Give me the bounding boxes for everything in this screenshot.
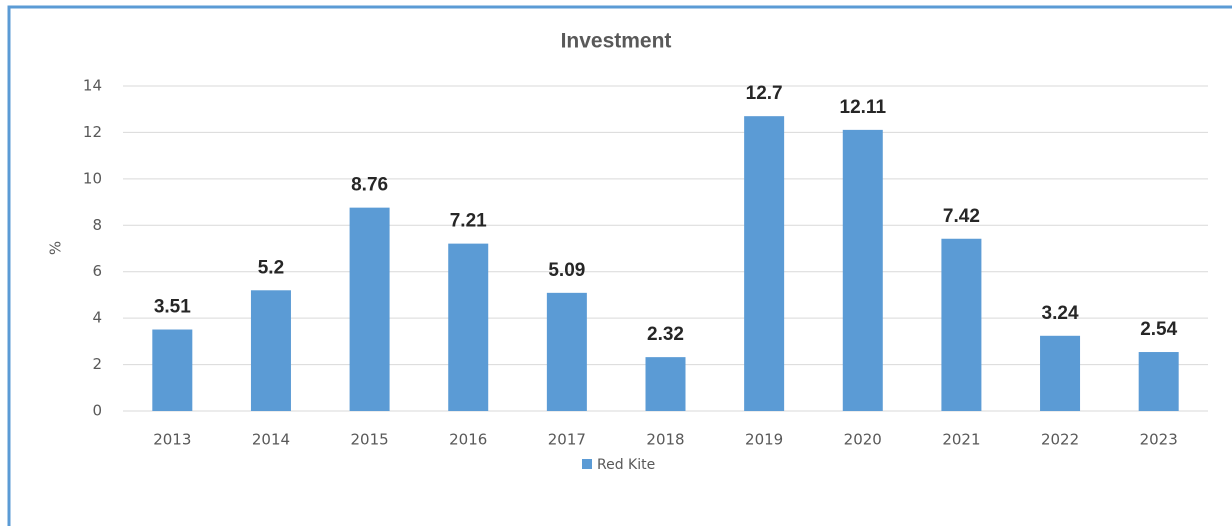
- data-label: 7.21: [450, 211, 487, 232]
- bar: [448, 243, 489, 411]
- x-tick-label: 2019: [745, 431, 783, 449]
- bar: [152, 329, 193, 411]
- data-label: 3.24: [1042, 303, 1079, 324]
- y-tick-label: 6: [92, 262, 102, 280]
- data-label: 12.11: [840, 97, 887, 118]
- bar: [645, 357, 686, 411]
- data-label: 5.09: [548, 260, 585, 281]
- data-label: 5.2: [258, 257, 284, 278]
- x-tick-label: 2018: [646, 431, 684, 449]
- x-tick-label: 2013: [153, 431, 191, 449]
- x-tick-label: 2014: [252, 431, 290, 449]
- data-label: 2.54: [1140, 319, 1177, 340]
- y-tick-label: 10: [83, 169, 102, 187]
- y-tick-label: 4: [92, 309, 102, 327]
- bar: [546, 292, 587, 411]
- data-label: 8.76: [351, 175, 388, 196]
- legend-label: Red Kite: [597, 457, 655, 473]
- data-label: 12.7: [746, 83, 783, 104]
- data-label: 7.42: [943, 206, 980, 227]
- frame: [7, 5, 1232, 526]
- x-tick-label: 2021: [942, 431, 980, 449]
- x-tick-label: 2020: [844, 431, 882, 449]
- x-tick-label: 2022: [1041, 431, 1079, 449]
- bar: [941, 238, 982, 411]
- bar: [744, 116, 785, 411]
- bar: [842, 129, 883, 411]
- x-tick-label: 2016: [449, 431, 487, 449]
- chart-title: Investment: [561, 30, 672, 53]
- bar: [349, 207, 390, 411]
- x-tick-label: 2017: [548, 431, 586, 449]
- bar: [250, 290, 291, 411]
- x-tick-label: 2015: [350, 431, 388, 449]
- bar: [1040, 335, 1081, 411]
- x-tick-label: 2023: [1140, 431, 1178, 449]
- bar: [1138, 352, 1179, 411]
- y-tick-label: 12: [83, 123, 102, 141]
- y-tick-label: 0: [92, 402, 102, 420]
- legend-swatch: [582, 459, 592, 469]
- y-tick-label: 8: [92, 216, 102, 234]
- data-label: 3.51: [154, 297, 191, 318]
- y-tick-label: 2: [92, 355, 102, 373]
- data-label: 2.32: [647, 324, 684, 345]
- y-axis-label: %: [47, 241, 65, 255]
- y-tick-label: 14: [83, 77, 102, 95]
